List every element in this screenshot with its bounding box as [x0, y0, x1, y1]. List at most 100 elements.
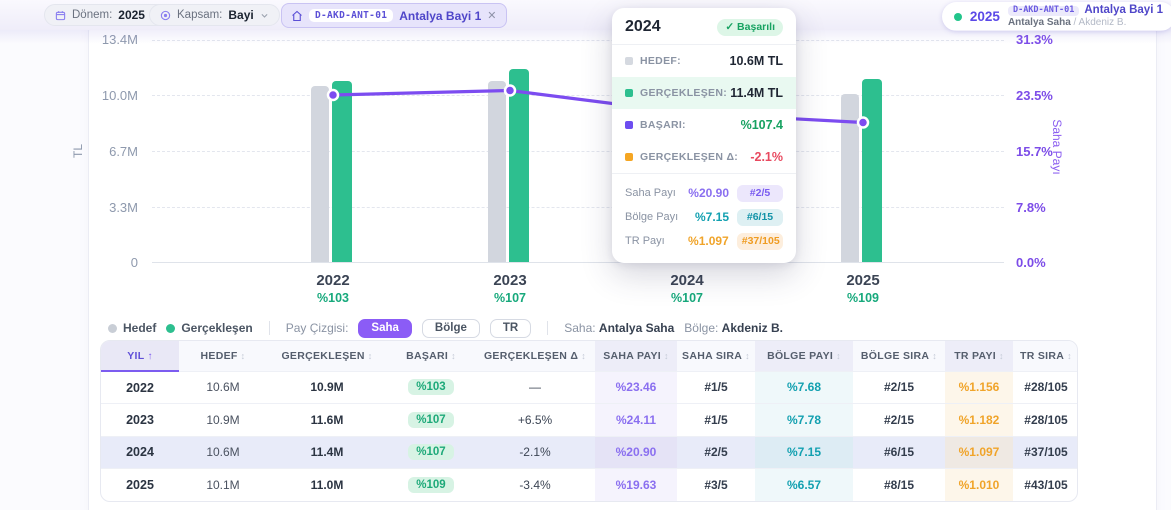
- scope-target-icon: [160, 10, 171, 21]
- col-header-hedef[interactable]: HEDEF ↕: [179, 341, 267, 371]
- cell-yil: 2023: [101, 403, 179, 436]
- table-row-2022[interactable]: 2022 10.6M 10.9M %103 — %23.46 #1/5 %7.6…: [101, 370, 1077, 404]
- tag-close-icon[interactable]: ✕: [487, 10, 497, 22]
- col-header-basari[interactable]: BAŞARI ↕: [387, 341, 475, 371]
- col-header-bolge-payi[interactable]: BÖLGE PAYI ↕: [755, 341, 853, 371]
- cell-gerceklesen: 11.4M: [267, 435, 387, 469]
- tooltip-bolge-payi: Bölge Payı %7.15 #6/15: [625, 205, 783, 229]
- legend-divider: [268, 321, 270, 335]
- hedef-bar-2023[interactable]: [488, 81, 506, 262]
- hedef-bar-2022[interactable]: [311, 86, 329, 262]
- context-summary-pill[interactable]: 2025 D-AKD-ANT-01 Antalya Bayi 1 Antalya…: [941, 2, 1171, 31]
- selected-bayi-tag[interactable]: D-AKD-ANT-01 Antalya Bayi 1 ✕: [281, 3, 507, 28]
- chevron-down-icon: [260, 11, 269, 20]
- col-header-yil[interactable]: YIL ↑: [101, 341, 179, 372]
- cell-saha-sira: #1/5: [677, 403, 755, 436]
- bolge-rank-badge: #6/15: [737, 208, 783, 226]
- tooltip-shares: Saha Payı %20.90 #2/5 Bölge Payı %7.15 #…: [612, 173, 796, 263]
- y-left-tick: 0: [130, 255, 138, 270]
- cell-saha-payi: %20.90: [595, 435, 677, 469]
- bolge-info-label: Bölge:: [684, 321, 719, 335]
- table-row-2024-highlighted[interactable]: 2024 10.6M 11.4M %107 -2.1% %20.90 #2/5 …: [101, 435, 1077, 469]
- status-dot-icon: [953, 12, 962, 21]
- cell-tr-payi: %1.182: [945, 403, 1013, 436]
- cell-hedef: 10.1M: [179, 468, 267, 501]
- y-right-tick: 15.7%: [1016, 144, 1053, 159]
- cell-tr-sira: #28/105: [1013, 370, 1077, 404]
- hedef-bar-2025[interactable]: [841, 94, 859, 262]
- col-header-saha-sira[interactable]: SAHA SIRA ↕: [677, 341, 755, 371]
- hedef-chip-icon: [625, 57, 633, 65]
- pay-button-tr[interactable]: TR: [489, 318, 532, 338]
- cell-yil: 2024: [101, 435, 179, 469]
- basari-badge: %107: [408, 444, 454, 461]
- sort-asc-icon: ↑: [147, 350, 153, 362]
- saha-info-label: Saha:: [564, 321, 596, 335]
- gerceklesen-bar-2023[interactable]: [509, 69, 529, 262]
- chart-tooltip-2024: 2024 ✓ Başarılı HEDEF: 10.6M TL GERÇEKLE…: [612, 8, 796, 263]
- context-code-badge: D-AKD-ANT-01: [1007, 5, 1080, 16]
- tooltip-status-badge: ✓ Başarılı: [717, 18, 783, 36]
- legend-hedef-label: Hedef: [123, 321, 157, 335]
- col-header-bolge-sira[interactable]: BÖLGE SIRA ↕: [853, 341, 945, 371]
- y-right-tick: 23.5%: [1016, 88, 1053, 103]
- cell-basari: %103: [387, 370, 475, 404]
- basari-label-2024: %107: [671, 291, 703, 305]
- col-header-gerceklesen[interactable]: GERÇEKLEŞEN ↕: [267, 341, 387, 371]
- tooltip-saha-payi: Saha Payı %20.90 #2/5: [625, 181, 783, 205]
- legend-gerceklesen[interactable]: Gerçekleşen: [166, 321, 253, 335]
- delta-chip-icon: [625, 153, 633, 161]
- cell-bolge-sira: #6/15: [853, 435, 945, 469]
- filter-bar: Dönem: 2025 Kapsam: Bayi D-AKD-ANT-01 An…: [0, 0, 1171, 44]
- gridline: [152, 39, 1004, 41]
- table-row-2023[interactable]: 2023 10.9M 11.6M %107 +6.5% %24.11 #1/5 …: [101, 403, 1077, 436]
- pay-button-saha[interactable]: Saha: [358, 318, 412, 338]
- saha-info: Saha: Antalya Saha: [564, 321, 674, 335]
- y-left-tick: 6.7M: [109, 144, 138, 159]
- sort-icon: ↕: [240, 350, 246, 361]
- cell-tr-sira: #28/105: [1013, 403, 1077, 436]
- col-header-tr-payi[interactable]: TR PAYI ↕: [945, 341, 1013, 371]
- cell-delta: -2.1%: [475, 435, 595, 469]
- yearly-performance-table: YIL ↑ HEDEF ↕ GERÇEKLEŞEN ↕ BAŞARI ↕ GERÇEKL…: [100, 340, 1078, 502]
- hedef-dot-icon: [108, 323, 117, 333]
- x-label-2024: 2024: [670, 272, 704, 289]
- basari-label-2023: %107: [494, 291, 526, 305]
- table-row-2025[interactable]: 2025 10.1M 11.0M %109 -3.4% %19.63 #3/5 …: [101, 468, 1077, 501]
- legend-hedef[interactable]: Hedef: [108, 321, 156, 335]
- y-right-axis-label: Saha Payı: [1050, 119, 1064, 175]
- bayi-code-badge: D-AKD-ANT-01: [309, 9, 394, 22]
- legend-divider: [547, 321, 549, 335]
- col-header-saha-payi[interactable]: SAHA PAYI ↕: [595, 341, 677, 371]
- bolge-info: Bölge: Akdeniz B.: [684, 321, 783, 335]
- cell-saha-sira: #1/5: [677, 370, 755, 404]
- cell-saha-sira: #2/5: [677, 435, 755, 469]
- donem-value: 2025: [118, 8, 145, 22]
- saha-info-value: Antalya Saha: [598, 321, 675, 335]
- kapsam-label: Kapsam:: [177, 9, 223, 21]
- col-header-tr-sira[interactable]: TR SIRA ↕: [1013, 341, 1077, 371]
- basari-badge: %109: [408, 477, 454, 493]
- col-header-gerceklesen-delta[interactable]: GERÇEKLEŞEN Δ ↕: [475, 341, 595, 371]
- gerceklesen-bar-2022[interactable]: [332, 81, 352, 262]
- cell-gerceklesen: 11.0M: [267, 468, 387, 501]
- cell-bolge-sira: #8/15: [853, 468, 945, 501]
- home-icon: [291, 10, 303, 22]
- cell-yil: 2025: [101, 468, 179, 501]
- context-year: 2025: [969, 9, 1000, 24]
- y-left-axis-label: TL: [71, 144, 85, 159]
- tooltip-tr-payi: TR Payı %1.097 #37/105: [625, 229, 783, 253]
- pay-button-bolge[interactable]: Bölge: [421, 318, 480, 338]
- cell-bolge-payi: %6.57: [755, 468, 853, 501]
- cell-basari: %107: [387, 403, 475, 436]
- bolge-info-value: Akdeniz B.: [721, 321, 784, 335]
- calendar-icon: [55, 10, 66, 21]
- tooltip-row-delta: GERÇEKLEŞEN Δ: -2.1%: [612, 141, 796, 173]
- basari-chip-icon: [625, 121, 633, 129]
- kapsam-filter[interactable]: Kapsam: Bayi: [149, 4, 280, 26]
- donem-filter[interactable]: Dönem: 2025: [44, 4, 171, 26]
- cell-bolge-payi: %7.15: [755, 435, 853, 469]
- x-label-2023: 2023: [493, 272, 527, 289]
- gerceklesen-bar-2025[interactable]: [862, 79, 882, 262]
- tooltip-row-gerceklesen: GERÇEKLEŞEN: 11.4M TL: [612, 77, 796, 109]
